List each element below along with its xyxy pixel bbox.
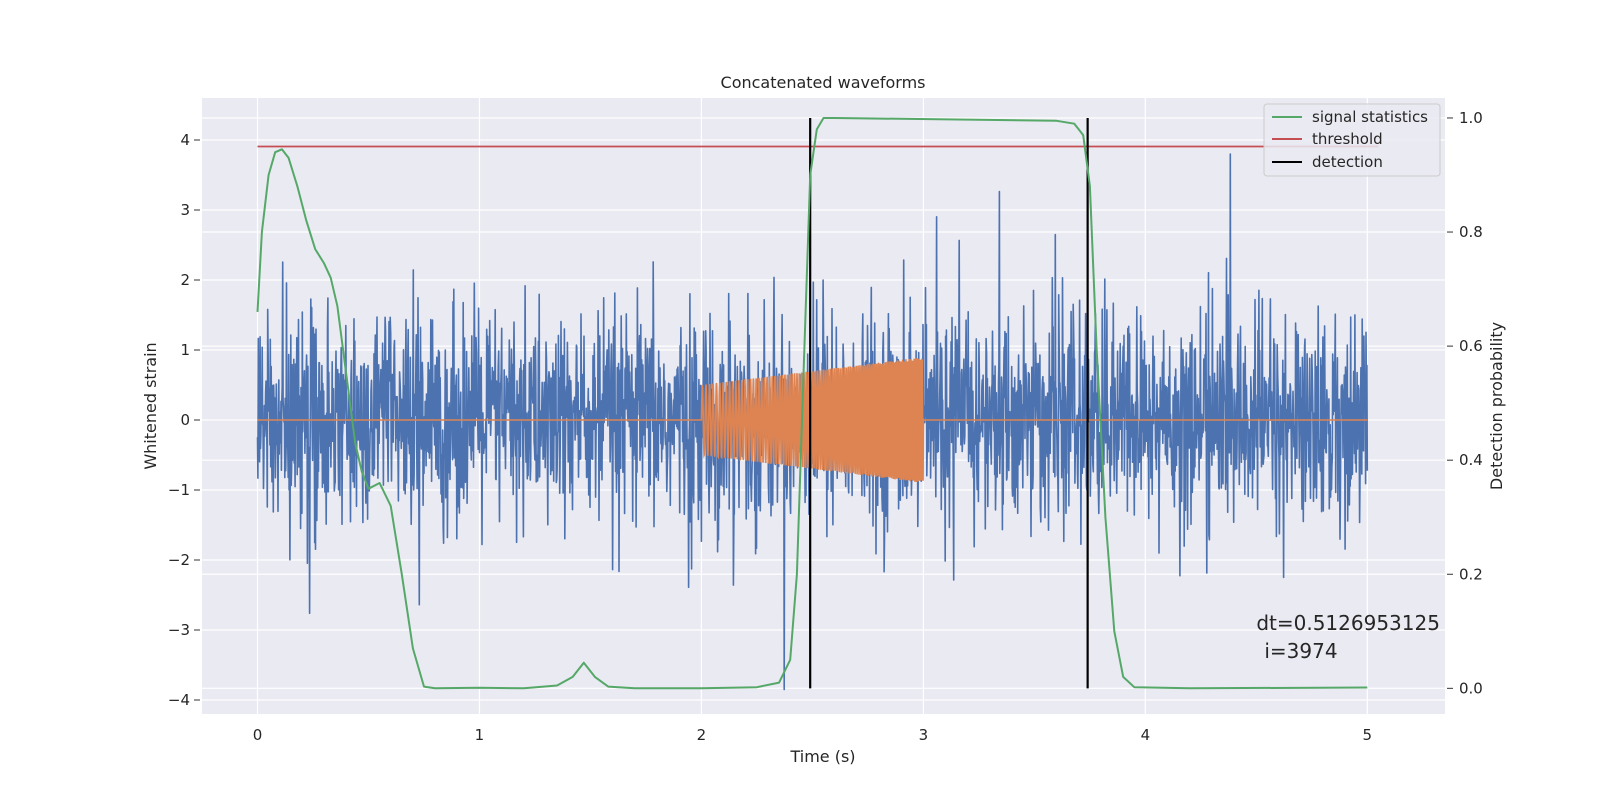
x-axis-label: Time (s) — [789, 747, 855, 766]
chirp-line — [257, 357, 1368, 483]
y-right-axis-label: Detection probability — [1487, 322, 1506, 490]
legend: signal statistics threshold detection — [1263, 103, 1441, 177]
signal-statistics-line — [256, 117, 1368, 690]
y-left-tick-label: 0 — [180, 411, 190, 429]
y-right-ticks: 1.0 0.8 0.6 0.4 0.2 0.0 — [1447, 109, 1483, 697]
y-left-tick-label: −1 — [168, 481, 190, 499]
y-left-tick-label: 2 — [180, 271, 190, 289]
y-left-tick-label: −2 — [168, 551, 190, 569]
legend-label-threshold: threshold — [1312, 130, 1383, 148]
y-left-tick-label: 3 — [180, 201, 190, 219]
y-left-ticks: 4 3 2 1 0 −1 −2 −3 −4 — [168, 131, 200, 709]
y-right-tick-label: 0.2 — [1459, 565, 1483, 583]
y-right-tick-label: 0.8 — [1459, 223, 1483, 241]
y-left-axis-label: Whitened strain — [141, 342, 160, 469]
y-right-tick-label: 0.4 — [1459, 451, 1483, 469]
x-tick-label: 5 — [1363, 726, 1373, 744]
chart-title: Concatenated waveforms — [721, 73, 926, 92]
legend-box — [1263, 103, 1441, 177]
x-tick-label: 2 — [697, 726, 707, 744]
x-tick-label: 3 — [919, 726, 929, 744]
annotation-index: i=3974 — [1264, 639, 1337, 663]
chirp-series — [257, 357, 1368, 483]
annotation-dt: dt=0.5126953125 — [1256, 611, 1440, 635]
legend-label-signal-statistics: signal statistics — [1312, 108, 1428, 126]
detection-series — [256, 117, 1379, 690]
y-left-tick-label: 4 — [180, 131, 190, 149]
y-right-tick-label: 1.0 — [1459, 109, 1483, 127]
x-tick-label: 0 — [253, 726, 263, 744]
x-tick-label: 4 — [1141, 726, 1151, 744]
y-right-tick-label: 0.6 — [1459, 337, 1483, 355]
x-ticks: 0 1 2 3 4 5 — [253, 726, 1372, 744]
y-right-tick-label: 0.0 — [1459, 679, 1483, 697]
legend-label-detection: detection — [1312, 153, 1383, 171]
y-left-tick-label: 1 — [180, 341, 190, 359]
y-left-tick-label: −4 — [168, 691, 190, 709]
y-left-tick-label: −3 — [168, 621, 190, 639]
x-tick-label: 1 — [475, 726, 485, 744]
